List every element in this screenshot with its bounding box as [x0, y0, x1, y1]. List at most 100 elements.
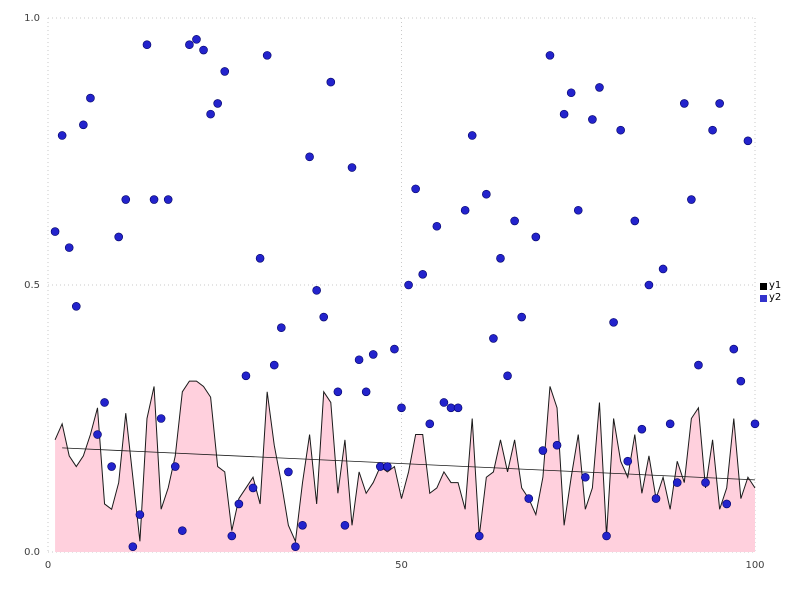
x-tick-label: 50 [395, 560, 408, 571]
scatter-point [326, 77, 336, 87]
scatter-point [234, 499, 244, 509]
scatter-point [517, 312, 526, 322]
scatter-point [573, 205, 583, 215]
scatter-point [665, 419, 675, 429]
scatter-point [708, 125, 717, 135]
scatter-point [255, 253, 265, 263]
scatter-point [425, 419, 435, 429]
scatter-point [602, 531, 611, 541]
scatter-point [220, 67, 230, 76]
scatter-point [170, 462, 180, 471]
scatter-point [538, 446, 548, 455]
scatter-point [552, 440, 562, 450]
scatter-point [185, 40, 194, 50]
scatter-point [121, 195, 131, 204]
scatter-point [750, 419, 760, 429]
scatter-point [637, 424, 647, 434]
x-tick-label: 100 [745, 560, 764, 571]
scatter-point [687, 195, 696, 204]
scatter-point [135, 510, 145, 519]
scatter-point [581, 472, 590, 482]
scatter-point [340, 520, 350, 530]
scatter-point [701, 478, 710, 487]
trend-line [62, 447, 756, 481]
scatter-point [489, 334, 498, 343]
scatter-point [672, 478, 682, 487]
scatter-point [566, 88, 576, 98]
scatter-point [404, 280, 413, 290]
scatter-point [128, 542, 138, 551]
scatter-point [651, 494, 661, 503]
scatter-point [397, 403, 406, 413]
scatter-point [736, 376, 746, 386]
scatter-point [467, 131, 477, 140]
scatter-point [298, 520, 307, 530]
scatter-point [368, 350, 378, 359]
scatter-point [453, 403, 463, 413]
scatter-point [71, 302, 81, 311]
scatter-point [347, 163, 357, 172]
y-tick-label: 1.0 [24, 13, 40, 24]
legend-swatch-y1 [760, 282, 767, 290]
area-series-y1-line [54, 380, 756, 544]
scatter-point [354, 355, 364, 365]
scatter-point [531, 232, 541, 242]
scatter-point [178, 526, 187, 535]
y-tick-label: 0.0 [24, 547, 40, 558]
scatter-point [722, 499, 732, 509]
scatter-point [644, 280, 654, 290]
scatter-point [333, 387, 343, 397]
scatter-point [503, 371, 512, 381]
scatter-point [432, 221, 442, 231]
scatter-point [482, 189, 491, 199]
scatter-point [291, 542, 300, 551]
scatter-point [269, 360, 279, 370]
scatter-point [510, 216, 519, 226]
scatter-point [142, 40, 152, 50]
scatter-point [227, 531, 237, 541]
scatter-point [64, 243, 74, 252]
scatter-point [319, 312, 329, 322]
scatter-point [623, 456, 633, 466]
scatter-point [474, 531, 484, 541]
scatter-point [86, 93, 95, 103]
y-tick-label: 0.5 [24, 280, 40, 291]
legend-label-y1: y1 [769, 280, 782, 291]
scatter-point [679, 99, 689, 108]
scatter-point [418, 270, 428, 279]
scatter-point [248, 483, 258, 493]
scatter-point [79, 120, 88, 130]
legend: y1 y2 [760, 281, 781, 303]
scatter-point [496, 253, 505, 263]
legend-item-y1: y1 [760, 281, 781, 291]
scatter-point [715, 99, 724, 108]
scatter-point [383, 462, 392, 471]
scatter-point [277, 323, 286, 333]
scatter-point [729, 344, 739, 354]
scatter-point [50, 227, 60, 236]
scatter-point [206, 109, 215, 119]
scatter-point [439, 398, 449, 407]
scatter-point [284, 467, 293, 477]
scatter-point [361, 387, 371, 397]
scatter-point [460, 205, 470, 215]
scatter-point [616, 125, 625, 135]
scatter-point [241, 371, 251, 381]
scatter-point [57, 131, 67, 140]
legend-item-y2: y2 [760, 293, 781, 303]
x-tick-label: 0 [45, 560, 51, 571]
scatter-point [588, 115, 597, 124]
scatter-point [100, 398, 109, 407]
legend-label-y2: y2 [769, 292, 782, 303]
scatter-point [156, 414, 166, 423]
scatter-point [149, 195, 159, 204]
legend-swatch-y2 [760, 294, 767, 302]
scatter-point [545, 51, 555, 60]
scatter-point [199, 45, 208, 55]
scatter-point [114, 232, 123, 242]
area-series-y1-fill [55, 381, 755, 552]
scatter-point [411, 184, 420, 194]
scatter-point [107, 462, 116, 471]
